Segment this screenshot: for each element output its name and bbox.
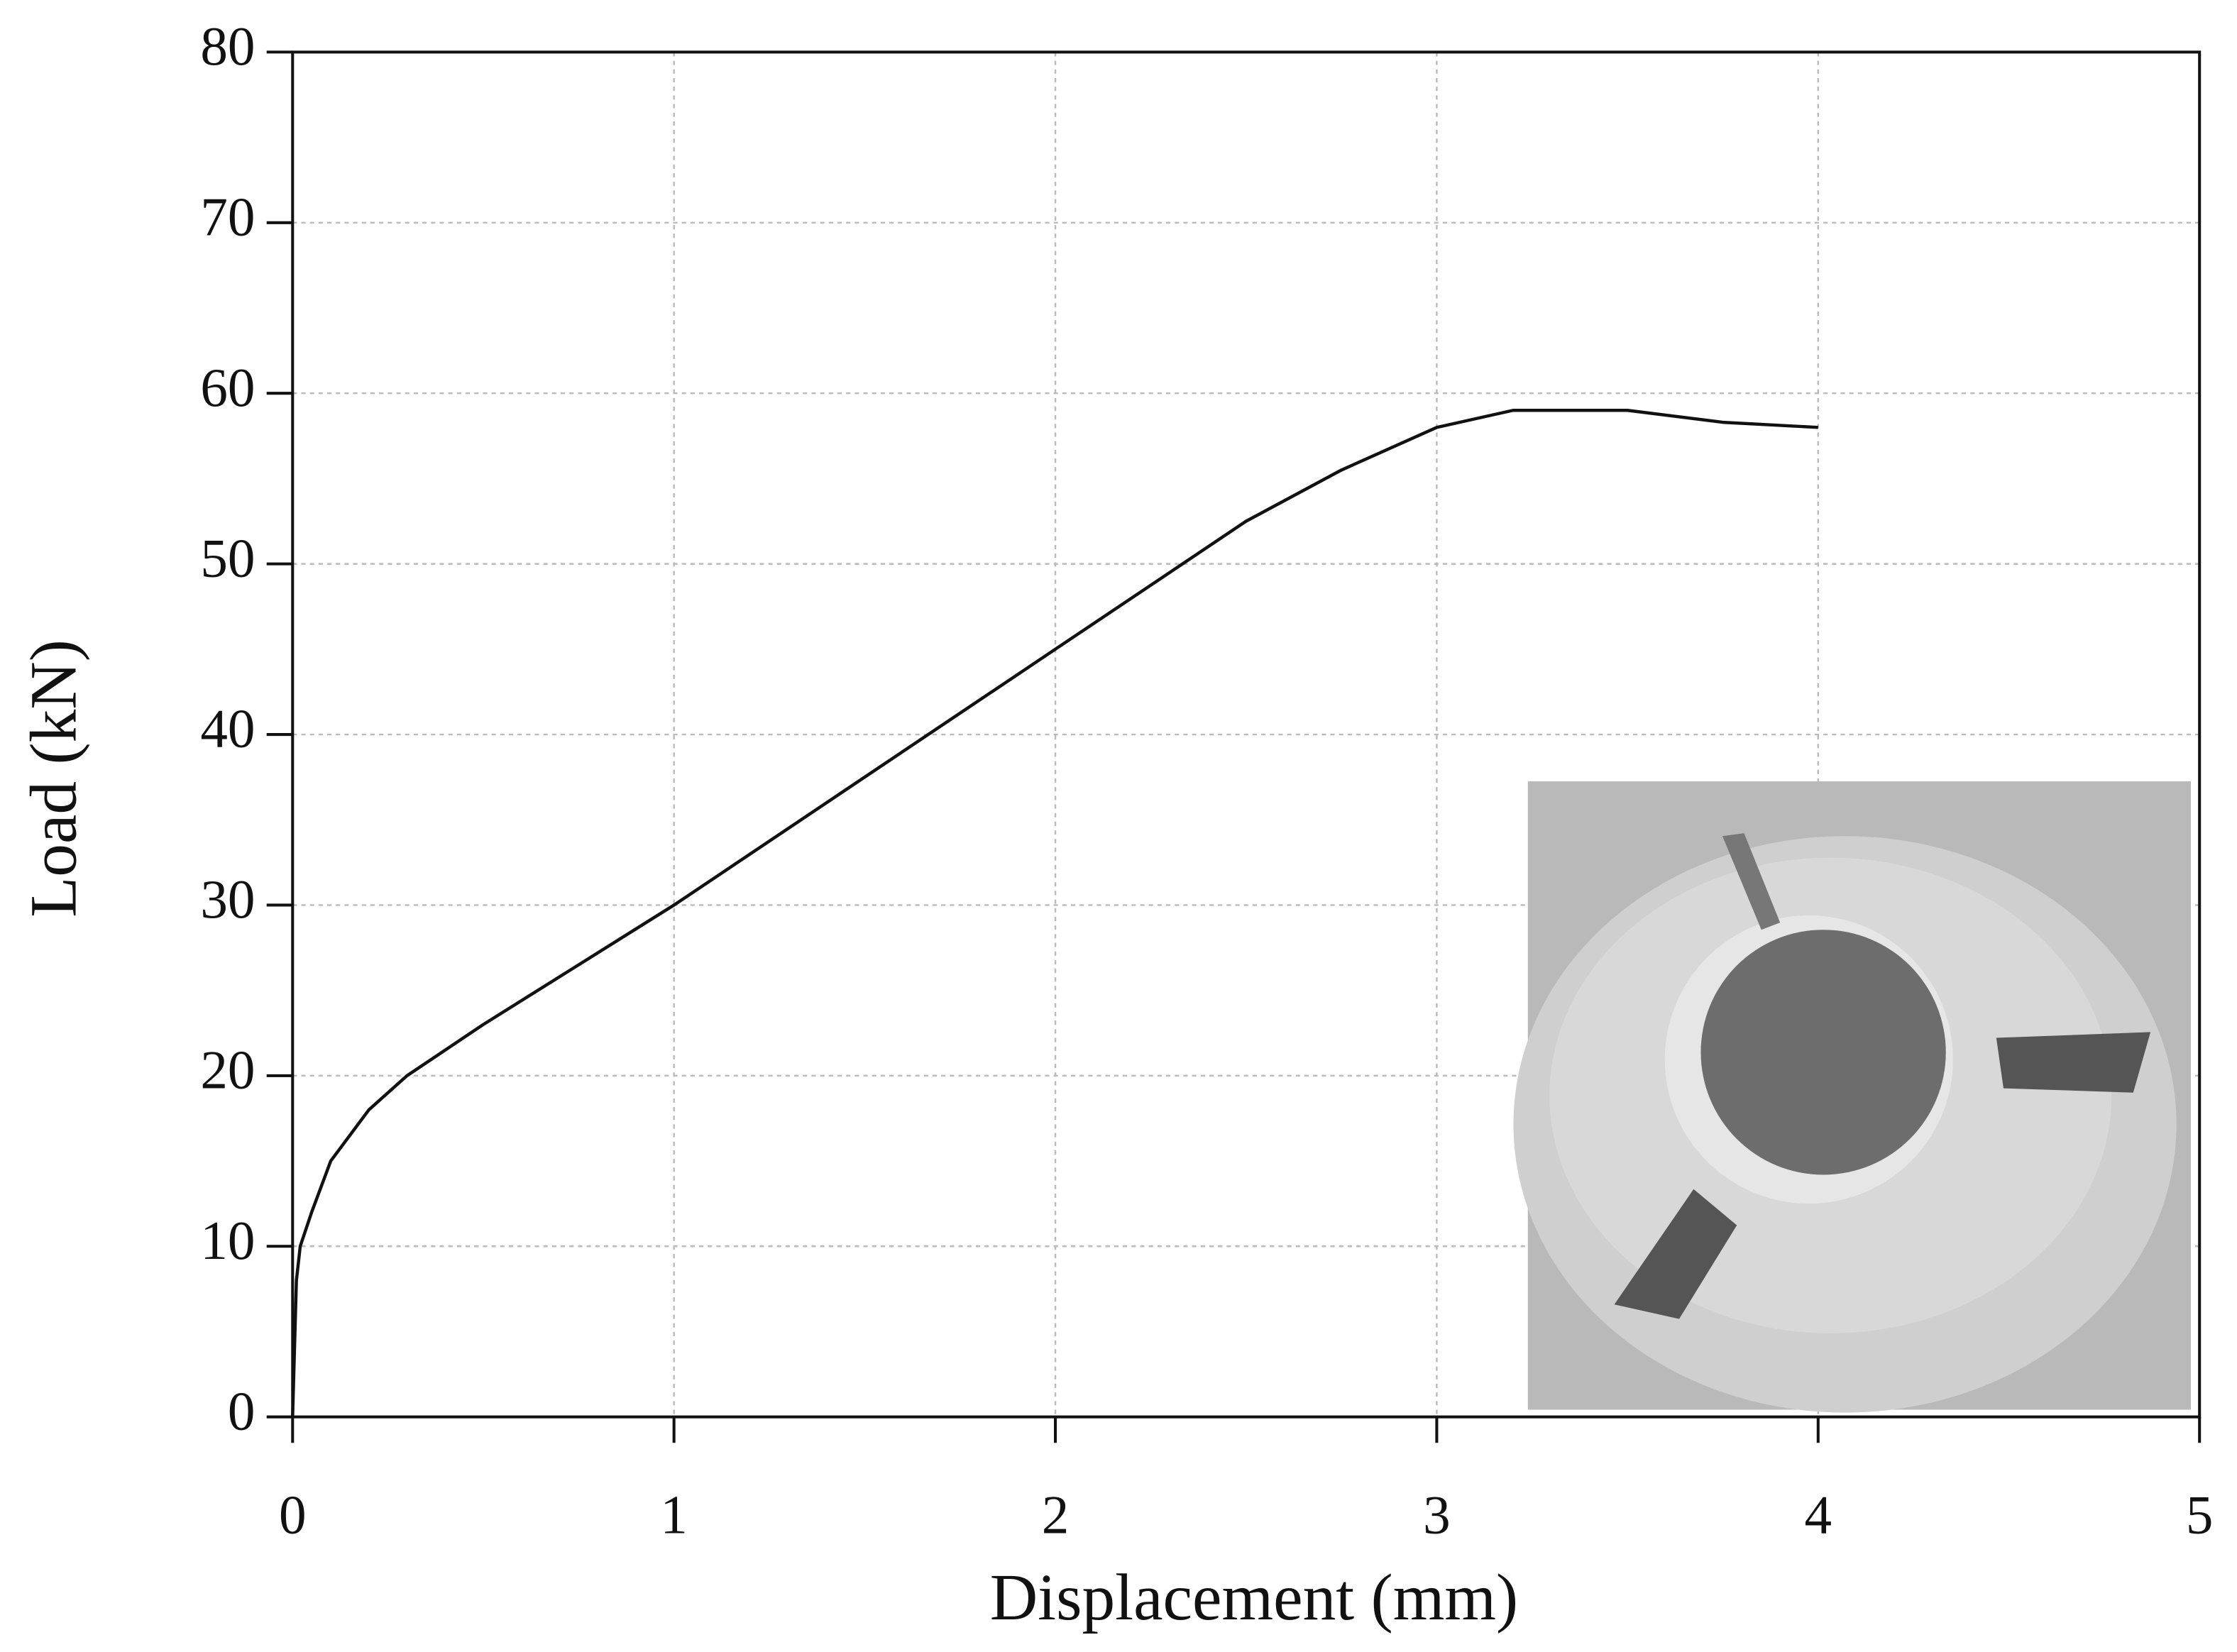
x-tick-label: 2 [1042, 1485, 1070, 1546]
y-tick-label: 0 [228, 1380, 255, 1441]
y-tick-label: 60 [200, 357, 255, 418]
y-axis-title: Load (kN) [18, 639, 91, 918]
inset-photo [1513, 781, 2192, 1413]
y-tick-label: 20 [200, 1040, 255, 1101]
photo-slot [1722, 833, 1781, 930]
y-tick-label: 30 [200, 869, 255, 930]
y-tick-label: 70 [200, 187, 255, 248]
x-tick-label: 1 [660, 1485, 688, 1546]
y-tick-label: 40 [200, 698, 255, 759]
x-axis-title: Displacement (mm) [990, 1561, 1518, 1634]
x-tick-label: 5 [2186, 1485, 2214, 1546]
plot-frame [291, 50, 2202, 1419]
x-tick-label: 3 [1423, 1485, 1451, 1546]
y-tick-label: 50 [200, 527, 255, 588]
x-tick-label: 0 [279, 1485, 307, 1546]
x-tick-label: 4 [1805, 1485, 1832, 1546]
data-line [291, 409, 1818, 1417]
y-tick-label: 10 [200, 1210, 255, 1271]
photo-hole [1700, 930, 1946, 1175]
photo-slot [1614, 1189, 1737, 1319]
photo-slot [1996, 1032, 2151, 1093]
y-tick-label: 80 [200, 16, 255, 77]
plot-layer: 0 10 20 30 40 50 60 70 80 0 1 2 3 4 5 [200, 16, 2213, 1546]
